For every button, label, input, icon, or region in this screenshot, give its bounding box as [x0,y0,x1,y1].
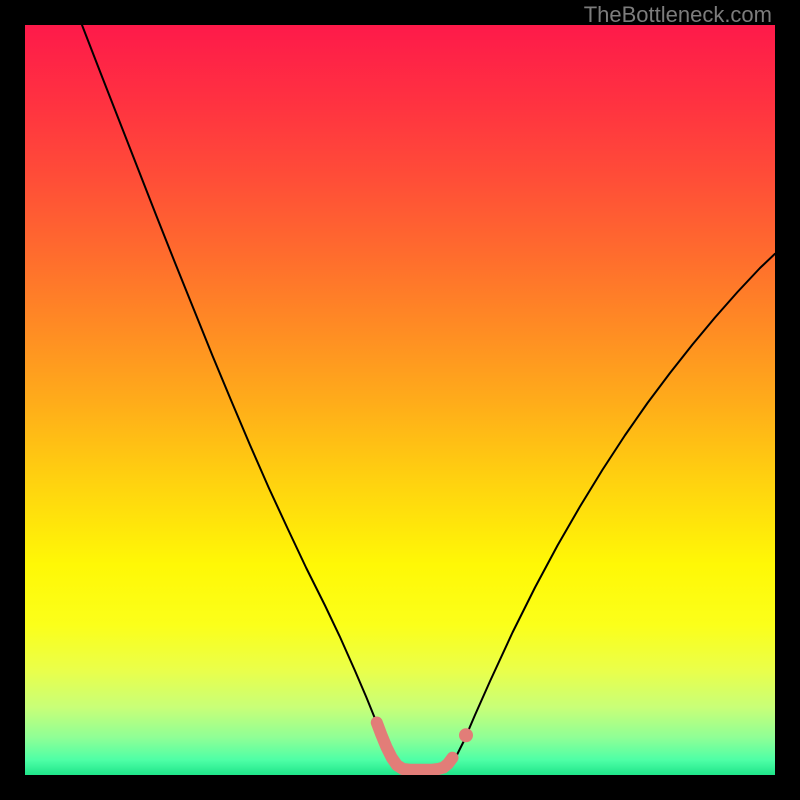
highlight-dot [459,728,473,742]
plot-area [25,25,775,775]
gradient-background [25,25,775,775]
watermark-text: TheBottleneck.com [584,2,772,28]
plot-svg [25,25,775,775]
